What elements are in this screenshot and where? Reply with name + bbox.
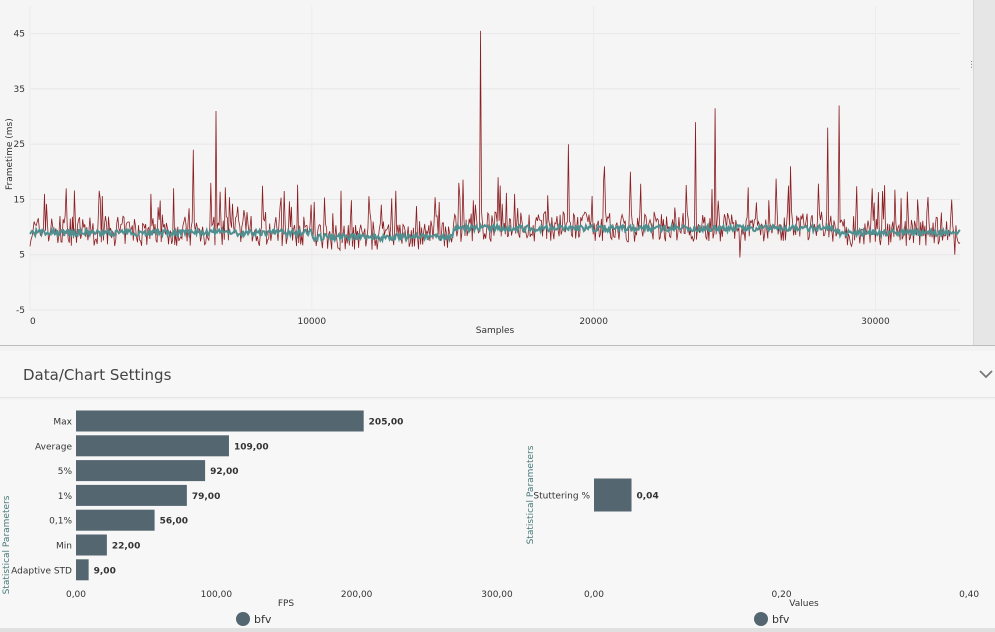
bar-category-label: Max: [53, 418, 72, 428]
fps-legend-marker[interactable]: [236, 612, 250, 626]
bar-value-label: 79,00: [192, 492, 220, 502]
bar-x-tick-label: 0,40: [959, 590, 979, 600]
settings-title: Data/Chart Settings: [23, 366, 172, 384]
frametime-y-tick-label: 35: [14, 85, 25, 95]
bar-x-tick-label: 200,00: [341, 590, 373, 600]
bar-x-tick-label: 0,20: [772, 590, 792, 600]
frametime-x-axis-label: Samples: [476, 326, 515, 336]
bar-3[interactable]: [76, 484, 187, 506]
frametime-x-tick-label: 30000: [861, 317, 890, 327]
frametime-y-tick-label: 25: [14, 140, 25, 150]
bar-category-label: Adaptive STD: [11, 566, 72, 576]
fps-y-axis-label: Statistical Parameters: [2, 495, 12, 594]
bar-2[interactable]: [76, 460, 206, 482]
frametime-y-tick-label: 15: [14, 195, 25, 205]
bar-value-label: 109,00: [234, 442, 269, 452]
stuttering-bar-chart: Stuttering % 0,04 0,00 0,20 0,40 Statistica…: [526, 445, 979, 626]
fps-legend-label[interactable]: bfv: [254, 613, 272, 626]
bar-value-label: 92,00: [210, 467, 238, 477]
bar-4[interactable]: [76, 509, 155, 531]
stuttering-y-axis-label: Statistical Parameters: [526, 445, 536, 544]
statistics-panel: Max 205,00 Average 109,00 5% 92,00 1% 79,00 0,1%…: [0, 400, 995, 628]
bar-category-label: Min: [56, 542, 72, 552]
moving-average-series-line: [29, 220, 961, 244]
bar-value-label: 205,00: [369, 418, 404, 428]
bar-category-label: Stuttering %: [533, 492, 590, 502]
bottom-scroll-bar[interactable]: [0, 628, 995, 632]
frametime-x-tick-label: 10000: [297, 317, 326, 327]
bar-value-label: 22,00: [112, 542, 140, 552]
frametime-chart-panel: 45 35 25 15 5 -5 0 10000 20000 30000 Frametime (…: [5, 29, 961, 336]
bar-6[interactable]: [76, 559, 89, 581]
bar-category-label: Average: [35, 442, 72, 452]
bar-category-label: 5%: [58, 467, 73, 477]
side-panel-strip[interactable]: ...: [968, 0, 995, 345]
frametime-y-axis-label: Frametime (ms): [5, 118, 15, 190]
stuttering-legend-label[interactable]: bfv: [772, 613, 790, 626]
chevron-down-icon[interactable]: [977, 365, 995, 383]
frametime-area-fill: [30, 30, 960, 305]
frametime-y-tick-label: -5: [16, 306, 25, 316]
bar-x-tick-label: 300,00: [481, 590, 513, 600]
bar-x-tick-label: 0,00: [584, 590, 604, 600]
frametime-x-tick-label: 20000: [579, 317, 608, 327]
bar-x-tick-label: 100,00: [201, 590, 233, 600]
bar-value-label: 9,00: [94, 566, 116, 576]
bar-x-tick-label: 0,00: [66, 590, 86, 600]
fps-x-axis-label: FPS: [278, 599, 295, 609]
stuttering-x-axis-label: Values: [789, 599, 819, 609]
bar-0[interactable]: [76, 410, 364, 432]
frametime-y-ticks: 45 35 25 15 5 -5: [14, 30, 25, 316]
stuttering-legend-marker[interactable]: [754, 612, 768, 626]
bar-1[interactable]: [76, 435, 229, 457]
fps-bar-chart: Max 205,00 Average 109,00 5% 92,00 1% 79,00 0,1%…: [2, 410, 513, 626]
panel-divider: [0, 345, 995, 346]
frametime-y-tick-label: 5: [19, 251, 25, 261]
bar-category-label: 1%: [58, 492, 73, 502]
side-strip-label: ...: [968, 60, 978, 69]
bar-0[interactable]: [594, 478, 632, 512]
frametime-x-ticks: 0 10000 20000 30000: [30, 317, 890, 327]
frametime-y-tick-label: 45: [14, 30, 25, 40]
data-chart-settings-header[interactable]: Data/Chart Settings: [0, 351, 995, 398]
frametime-chart: 45 35 25 15 5 -5 0 10000 20000 30000 Frametime (…: [5, 29, 961, 336]
bar-category-label: 0,1%: [49, 517, 72, 527]
bar-value-label: 0,04: [637, 492, 659, 502]
bar-value-label: 56,00: [160, 517, 188, 527]
frametime-x-tick-label: 0: [30, 317, 36, 327]
bar-5[interactable]: [76, 534, 107, 556]
frametime-series-line: [29, 30, 961, 258]
